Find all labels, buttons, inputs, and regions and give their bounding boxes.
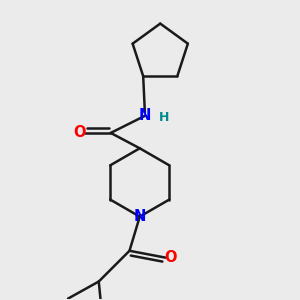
- Text: N: N: [134, 209, 146, 224]
- Text: H: H: [158, 111, 169, 124]
- Text: O: O: [164, 250, 177, 265]
- Text: O: O: [74, 125, 86, 140]
- Text: N: N: [139, 108, 151, 123]
